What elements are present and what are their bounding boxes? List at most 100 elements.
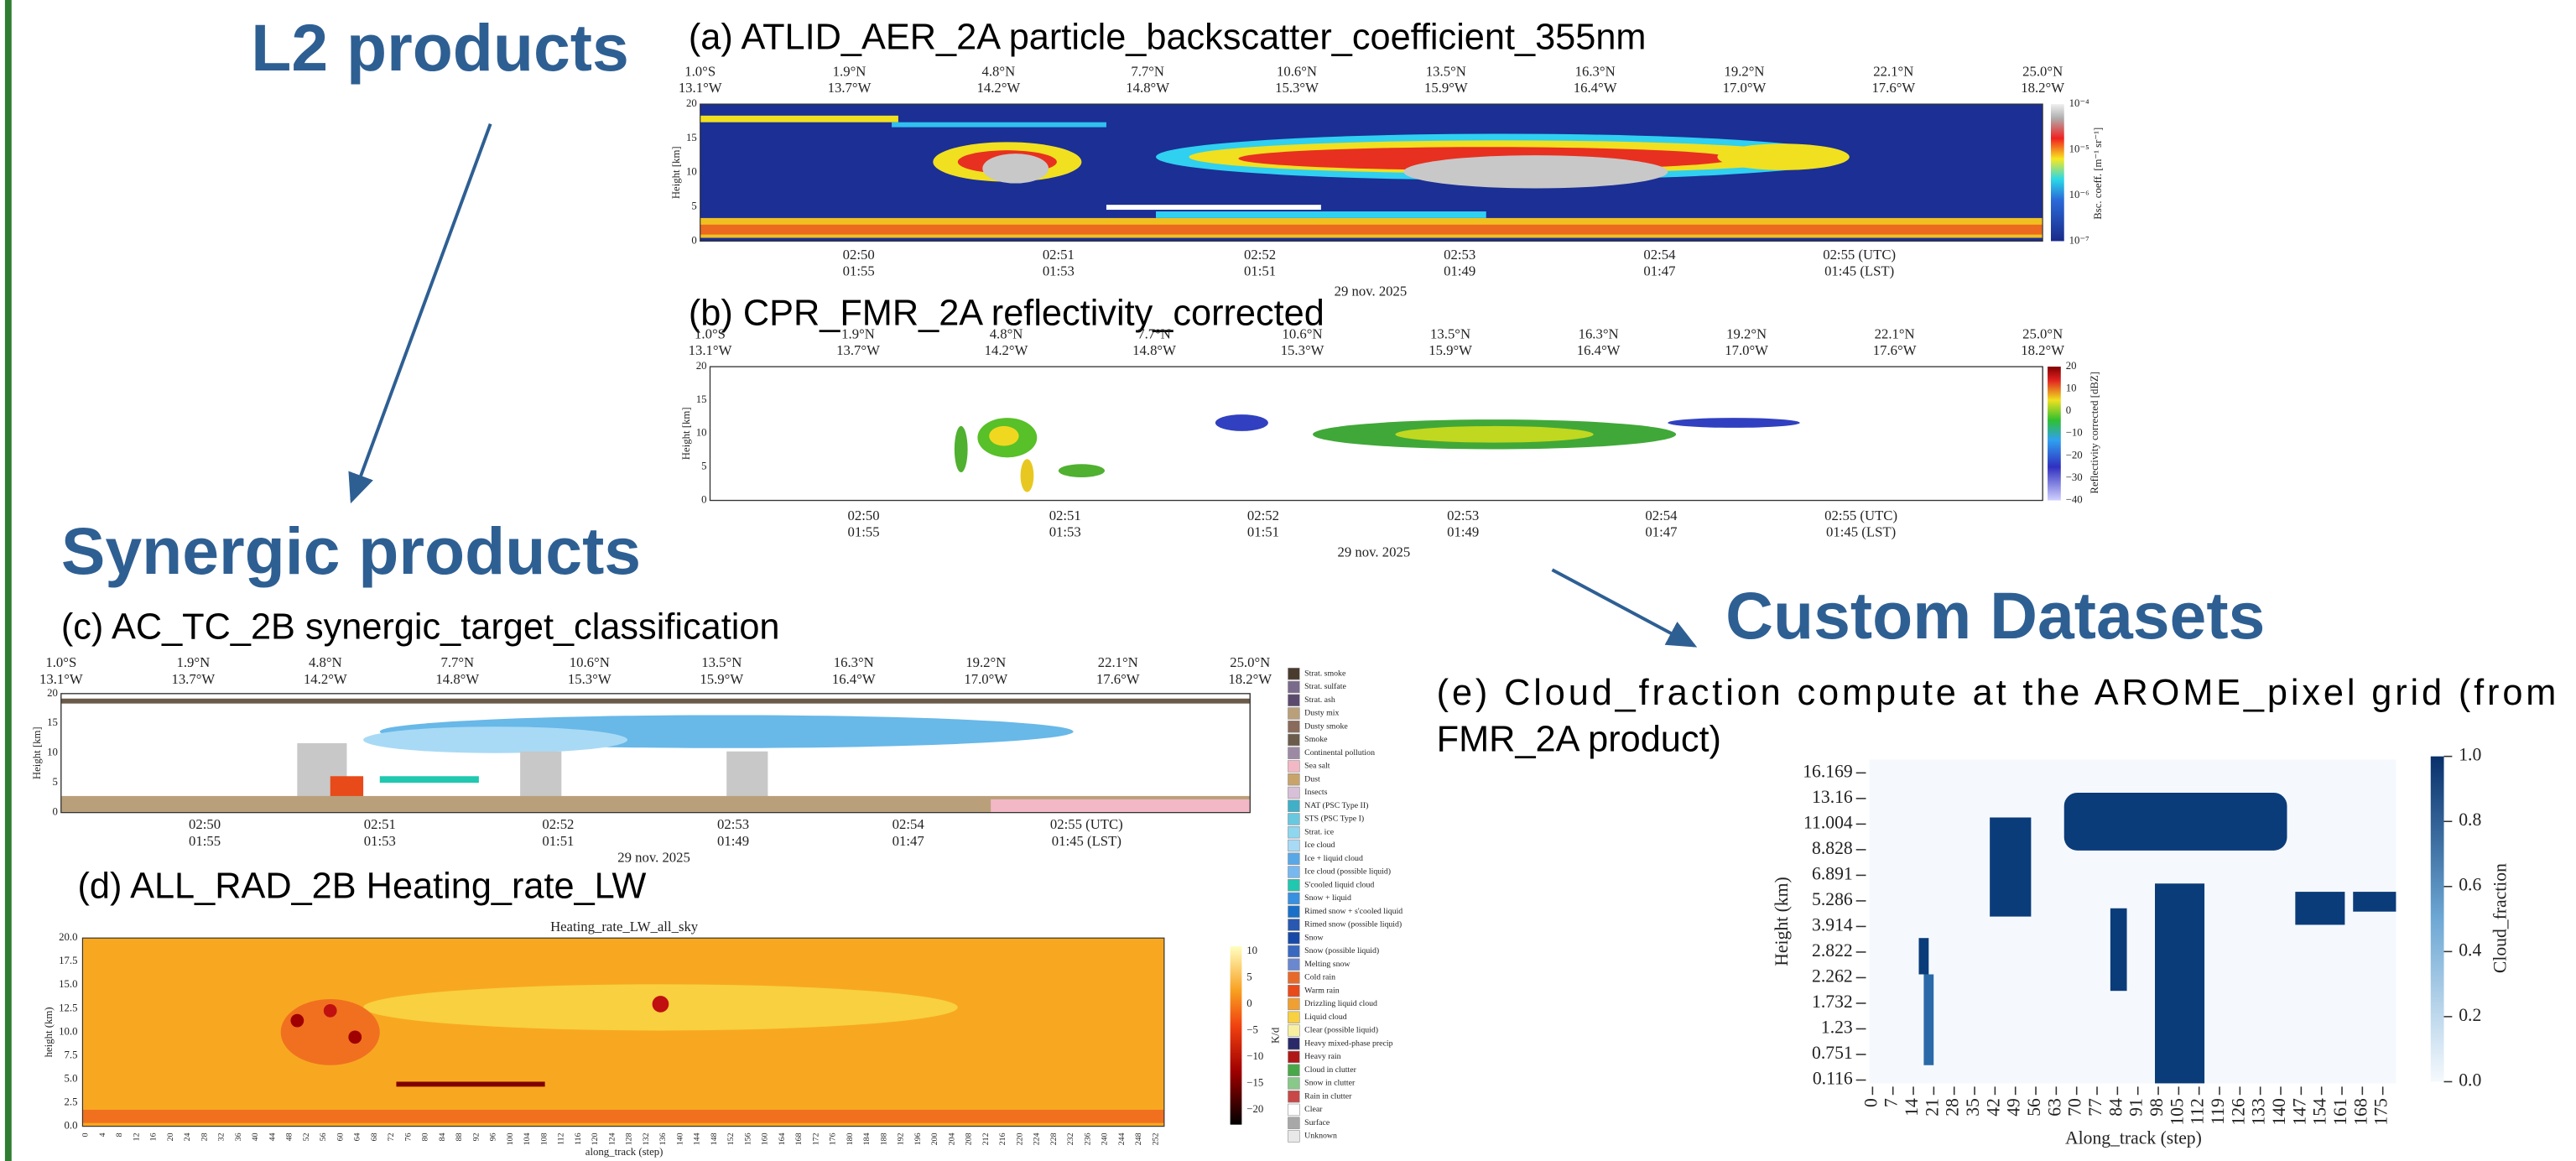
time-tick-label: 01:47 bbox=[1645, 524, 1677, 540]
top-tick-label: 13.1°W bbox=[689, 342, 732, 358]
y-tick-label: 10 bbox=[696, 427, 707, 439]
x-tick-label: 154 bbox=[2310, 1098, 2330, 1126]
x-tick-label: 160 bbox=[761, 1132, 770, 1145]
y-tick-label: 1.23 bbox=[1821, 1017, 1853, 1037]
x-tick-label: 148 bbox=[710, 1132, 719, 1145]
top-tick-label: 15.3°W bbox=[568, 671, 611, 687]
legend-swatch bbox=[1288, 971, 1300, 984]
arrow bbox=[1551, 568, 1698, 648]
legend-label: Clear bbox=[1304, 1105, 1323, 1114]
legend-swatch bbox=[1288, 839, 1300, 852]
time-tick-label: 01:49 bbox=[717, 833, 749, 849]
time-tick-label: 01:53 bbox=[1049, 524, 1081, 540]
legend-label: Heavy rain bbox=[1304, 1052, 1340, 1061]
y-tick-label: 20 bbox=[47, 687, 58, 699]
legend-swatch bbox=[1288, 733, 1300, 747]
top-tick-label: 14.2°W bbox=[976, 80, 1020, 96]
top-tick-label: 10.6°N bbox=[570, 654, 610, 670]
legend-swatch bbox=[1288, 773, 1300, 786]
x-tick-label: 126 bbox=[2228, 1098, 2248, 1126]
top-tick-label: 17.0°W bbox=[964, 671, 1007, 687]
heading: Custom Datasets bbox=[1725, 579, 2265, 653]
time-tick-label: 02:51 bbox=[1049, 508, 1081, 523]
time-tick-label: 02:51 bbox=[364, 816, 396, 832]
time-tick-label: 02:53 bbox=[1447, 508, 1479, 523]
top-tick-label: 15.9°W bbox=[700, 671, 743, 687]
legend-swatch bbox=[1288, 1117, 1300, 1129]
legend-swatch bbox=[1288, 813, 1300, 825]
colorbar-tick-label: 10⁻⁴ bbox=[2069, 97, 2090, 109]
x-tick-label: 116 bbox=[574, 1132, 583, 1144]
x-tick-label: 164 bbox=[778, 1132, 787, 1145]
x-tick-label: 21 bbox=[1922, 1098, 1942, 1117]
legend-label: Strat. ash bbox=[1304, 695, 1335, 705]
legend-label: Ice cloud bbox=[1304, 841, 1335, 850]
top-tick-label: 18.2°W bbox=[2021, 80, 2064, 96]
top-tick-label: 17.6°W bbox=[1873, 342, 1917, 358]
y-tick-label: 12.5 bbox=[59, 1002, 77, 1013]
x-tick-label: 144 bbox=[693, 1132, 702, 1145]
top-tick-label: 7.7°N bbox=[440, 654, 474, 670]
y-tick-label: 10 bbox=[686, 166, 697, 178]
top-tick-label: 15.3°W bbox=[1281, 342, 1324, 358]
legend-swatch bbox=[1288, 747, 1300, 759]
legend-swatch bbox=[1288, 786, 1300, 799]
x-tick-label: 152 bbox=[726, 1132, 736, 1145]
legend-swatch bbox=[1288, 1090, 1300, 1103]
time-tick-label: 02:55 (UTC) bbox=[1824, 508, 1897, 523]
plot-b-image bbox=[709, 366, 2043, 502]
x-tick-label: 104 bbox=[523, 1132, 532, 1145]
top-tick-label: 13.1°W bbox=[679, 80, 722, 96]
legend-swatch bbox=[1288, 852, 1300, 865]
x-tick-label: 84 bbox=[2105, 1098, 2126, 1117]
time-tick-label: 02:50 bbox=[848, 508, 880, 523]
time-tick-label: 01:45 (LST) bbox=[1826, 524, 1896, 540]
legend-label: Liquid cloud bbox=[1304, 1013, 1347, 1022]
x-tick-label: 108 bbox=[539, 1132, 549, 1145]
legend-label: Smoke bbox=[1304, 735, 1328, 744]
legend-swatch bbox=[1288, 879, 1300, 892]
time-tick-label: 02:54 bbox=[892, 816, 925, 832]
y-tick-label: 13.16 bbox=[1812, 787, 1853, 807]
y-tick-label: 10 bbox=[47, 747, 58, 758]
top-tick-label: 14.8°W bbox=[1126, 80, 1169, 96]
top-tick-label: 15.9°W bbox=[1429, 342, 1472, 358]
x-tick-label: 60 bbox=[336, 1132, 345, 1141]
time-tick-label: 02:50 bbox=[189, 816, 221, 832]
colorbar-tick-label: −15 bbox=[1246, 1076, 1263, 1088]
colorbar-tick-label: −10 bbox=[2066, 427, 2083, 439]
legend-swatch bbox=[1288, 985, 1300, 997]
x-tick-label: 20 bbox=[166, 1132, 175, 1141]
time-tick-label: 01:49 bbox=[1447, 524, 1479, 540]
y-tick-label: 0 bbox=[701, 493, 706, 505]
legend-label: Heavy mixed-phase precip bbox=[1304, 1039, 1392, 1048]
plot-frame bbox=[700, 103, 2043, 242]
x-tick-label: 56 bbox=[319, 1132, 328, 1141]
legend-label: Dusty mix bbox=[1304, 709, 1339, 718]
legend-label: Rain in clutter bbox=[1304, 1091, 1352, 1101]
x-tick-label: 8 bbox=[115, 1132, 124, 1137]
x-tick-label: 72 bbox=[387, 1132, 396, 1141]
top-tick-label: 14.2°W bbox=[985, 342, 1028, 358]
y-tick-label: 5.0 bbox=[65, 1072, 78, 1084]
x-tick-label: 212 bbox=[981, 1132, 991, 1145]
x-tick-label: 128 bbox=[625, 1132, 634, 1145]
legend-swatch bbox=[1288, 1103, 1300, 1117]
time-tick-label: 01:45 (LST) bbox=[1052, 833, 1121, 849]
legend-label: Rimed snow + s'cooled liquid bbox=[1304, 907, 1402, 916]
top-tick-label: 1.9°N bbox=[176, 654, 210, 670]
x-tick-label: 119 bbox=[2208, 1098, 2228, 1125]
y-tick-label: 2.262 bbox=[1812, 966, 1853, 986]
top-tick-label: 17.6°W bbox=[1871, 80, 1915, 96]
arrow bbox=[348, 123, 492, 504]
plot-frame bbox=[60, 693, 1251, 814]
x-tick-label: 236 bbox=[1083, 1132, 1092, 1145]
y-tick-label: 15.0 bbox=[59, 978, 77, 990]
y-tick-label: 0.0 bbox=[65, 1120, 78, 1132]
time-tick-label: 02:54 bbox=[1645, 508, 1678, 523]
x-tick-label: 196 bbox=[913, 1132, 923, 1145]
y-tick-label: 15 bbox=[47, 716, 58, 728]
legend-label: STS (PSC Type I) bbox=[1304, 815, 1364, 824]
y-tick-label: 5 bbox=[53, 776, 58, 788]
